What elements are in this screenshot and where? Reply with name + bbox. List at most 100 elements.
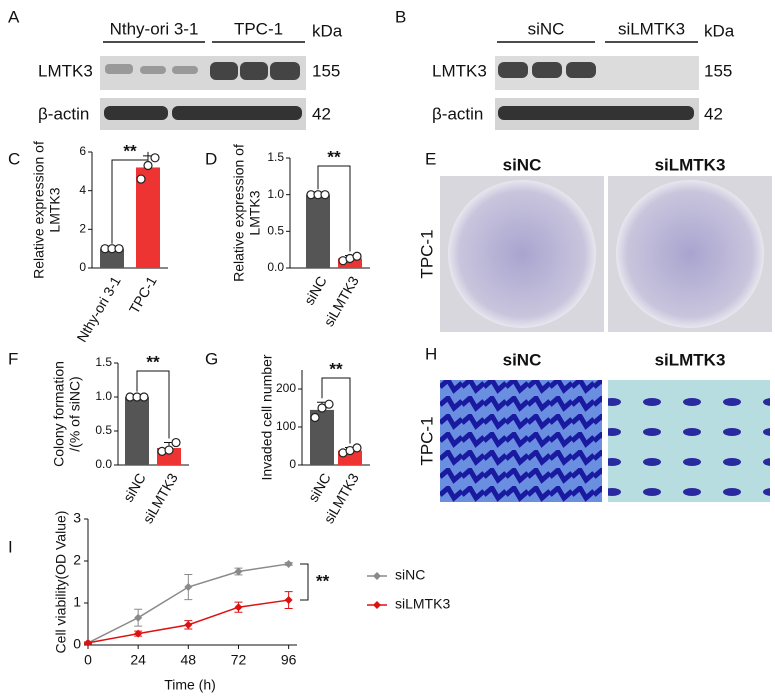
x-tick-label: siNC <box>301 273 330 307</box>
column-label: siNC <box>503 155 542 174</box>
bar <box>136 167 160 268</box>
panel-letter: I <box>8 537 13 556</box>
legend-marker <box>373 572 381 580</box>
significance-bracket <box>136 370 170 439</box>
row-label: β-actin <box>432 104 483 123</box>
x-tick-label: Nthy-ori 3-1 <box>73 273 124 345</box>
x-tick-label: TPC-1 <box>126 273 160 316</box>
unit-label: kDa <box>312 21 343 40</box>
data-point <box>320 190 330 200</box>
x-tick-label: 48 <box>181 652 197 668</box>
data-point <box>84 638 92 647</box>
legend-label: siNC <box>395 567 425 583</box>
y-axis-label: Colony formation <box>51 361 67 467</box>
data-point <box>310 412 320 423</box>
panel-letter: A <box>8 7 20 26</box>
y-axis-label: /(% of siNC) <box>67 376 83 451</box>
y-tick-label: 3 <box>73 510 81 526</box>
panel-letter: F <box>8 349 18 368</box>
row-label: TPC-1 <box>417 229 436 278</box>
data-point <box>284 596 293 605</box>
y-tick-label: 2 <box>73 552 81 568</box>
data-point <box>139 392 149 402</box>
y-tick-label: 200 <box>276 381 296 395</box>
column-label: siLMTK3 <box>655 155 726 174</box>
data-point <box>134 629 143 638</box>
y-axis-label: Cell viability(OD Value) <box>53 511 69 654</box>
y-tick-label: 1.5 <box>95 355 112 369</box>
y-tick-label: 1 <box>73 594 81 610</box>
data-point <box>324 399 334 409</box>
group-label: Nthy-ori 3-1 <box>110 19 199 38</box>
y-tick-label: 0.0 <box>95 457 112 471</box>
y-tick-label: 1.0 <box>95 389 112 403</box>
y-tick-label: 0 <box>79 260 86 274</box>
significance: ** <box>146 352 160 371</box>
data-point <box>317 403 327 413</box>
y-tick-label: 4 <box>79 183 86 197</box>
kda-label: 42 <box>312 104 331 123</box>
panel-letter: E <box>425 149 436 168</box>
y-axis-label: LMTK3 <box>247 190 263 235</box>
panel-letter: G <box>205 349 218 368</box>
group-label: TPC-1 <box>234 19 283 38</box>
significance-bracket <box>111 151 149 244</box>
group-label: siNC <box>528 19 565 38</box>
y-axis-label: Relative expression of <box>31 141 47 279</box>
data-point <box>164 445 174 455</box>
data-point <box>352 251 362 261</box>
y-axis-label: Invaded cell number <box>259 354 275 480</box>
y-tick-label: 100 <box>276 419 296 433</box>
y-tick-label: 1.5 <box>267 150 284 164</box>
y-axis-label: LMTK3 <box>47 187 63 232</box>
significance: ** <box>123 141 137 160</box>
y-tick-label: 1.0 <box>267 187 284 201</box>
row-label: LMTK3 <box>432 61 487 80</box>
data-point <box>184 620 193 629</box>
data-point <box>136 174 146 184</box>
bar <box>338 258 362 268</box>
x-tick-label: 96 <box>281 652 297 668</box>
significance-bracket <box>300 563 309 601</box>
x-tick-label: 72 <box>231 652 247 668</box>
row-label: TPC-1 <box>417 416 436 465</box>
panel-letter: H <box>425 344 437 363</box>
x-tick-label: siNC <box>120 470 149 504</box>
unit-label: kDa <box>704 21 735 40</box>
significance: ** <box>329 359 343 378</box>
data-point <box>134 613 143 622</box>
kda-label: 155 <box>704 61 732 80</box>
y-tick-label: 6 <box>79 144 86 158</box>
data-point <box>352 443 362 453</box>
x-tick-label: 0 <box>84 652 92 668</box>
bar <box>306 194 330 268</box>
x-tick-label: siNC <box>305 470 334 504</box>
significance-bracket <box>317 165 351 252</box>
data-point <box>171 437 181 448</box>
colony-images <box>440 176 772 502</box>
data-point <box>184 583 193 592</box>
data-point <box>284 559 293 568</box>
bar <box>125 397 149 465</box>
x-tick-label: 24 <box>130 652 146 668</box>
y-tick-label: 0 <box>289 457 296 471</box>
group-label: siLMTK3 <box>618 19 685 38</box>
column-label: siLMTK3 <box>655 350 726 369</box>
y-tick-label: 2 <box>79 222 86 236</box>
data-point <box>114 244 124 254</box>
y-tick-label: 0.5 <box>95 423 112 437</box>
significance: ** <box>327 147 341 166</box>
panel-letter: B <box>395 7 406 26</box>
data-point <box>234 567 243 576</box>
data-point <box>234 603 243 612</box>
legend-marker <box>373 601 381 609</box>
panel-letter: D <box>205 149 217 168</box>
y-axis-label: Relative expression of <box>231 144 247 282</box>
row-label: β-actin <box>38 104 89 123</box>
data-point <box>143 160 153 171</box>
column-label: siNC <box>503 350 542 369</box>
data-point <box>150 153 160 163</box>
y-tick-label: 0.5 <box>267 224 284 238</box>
significance-bracket <box>321 377 351 444</box>
